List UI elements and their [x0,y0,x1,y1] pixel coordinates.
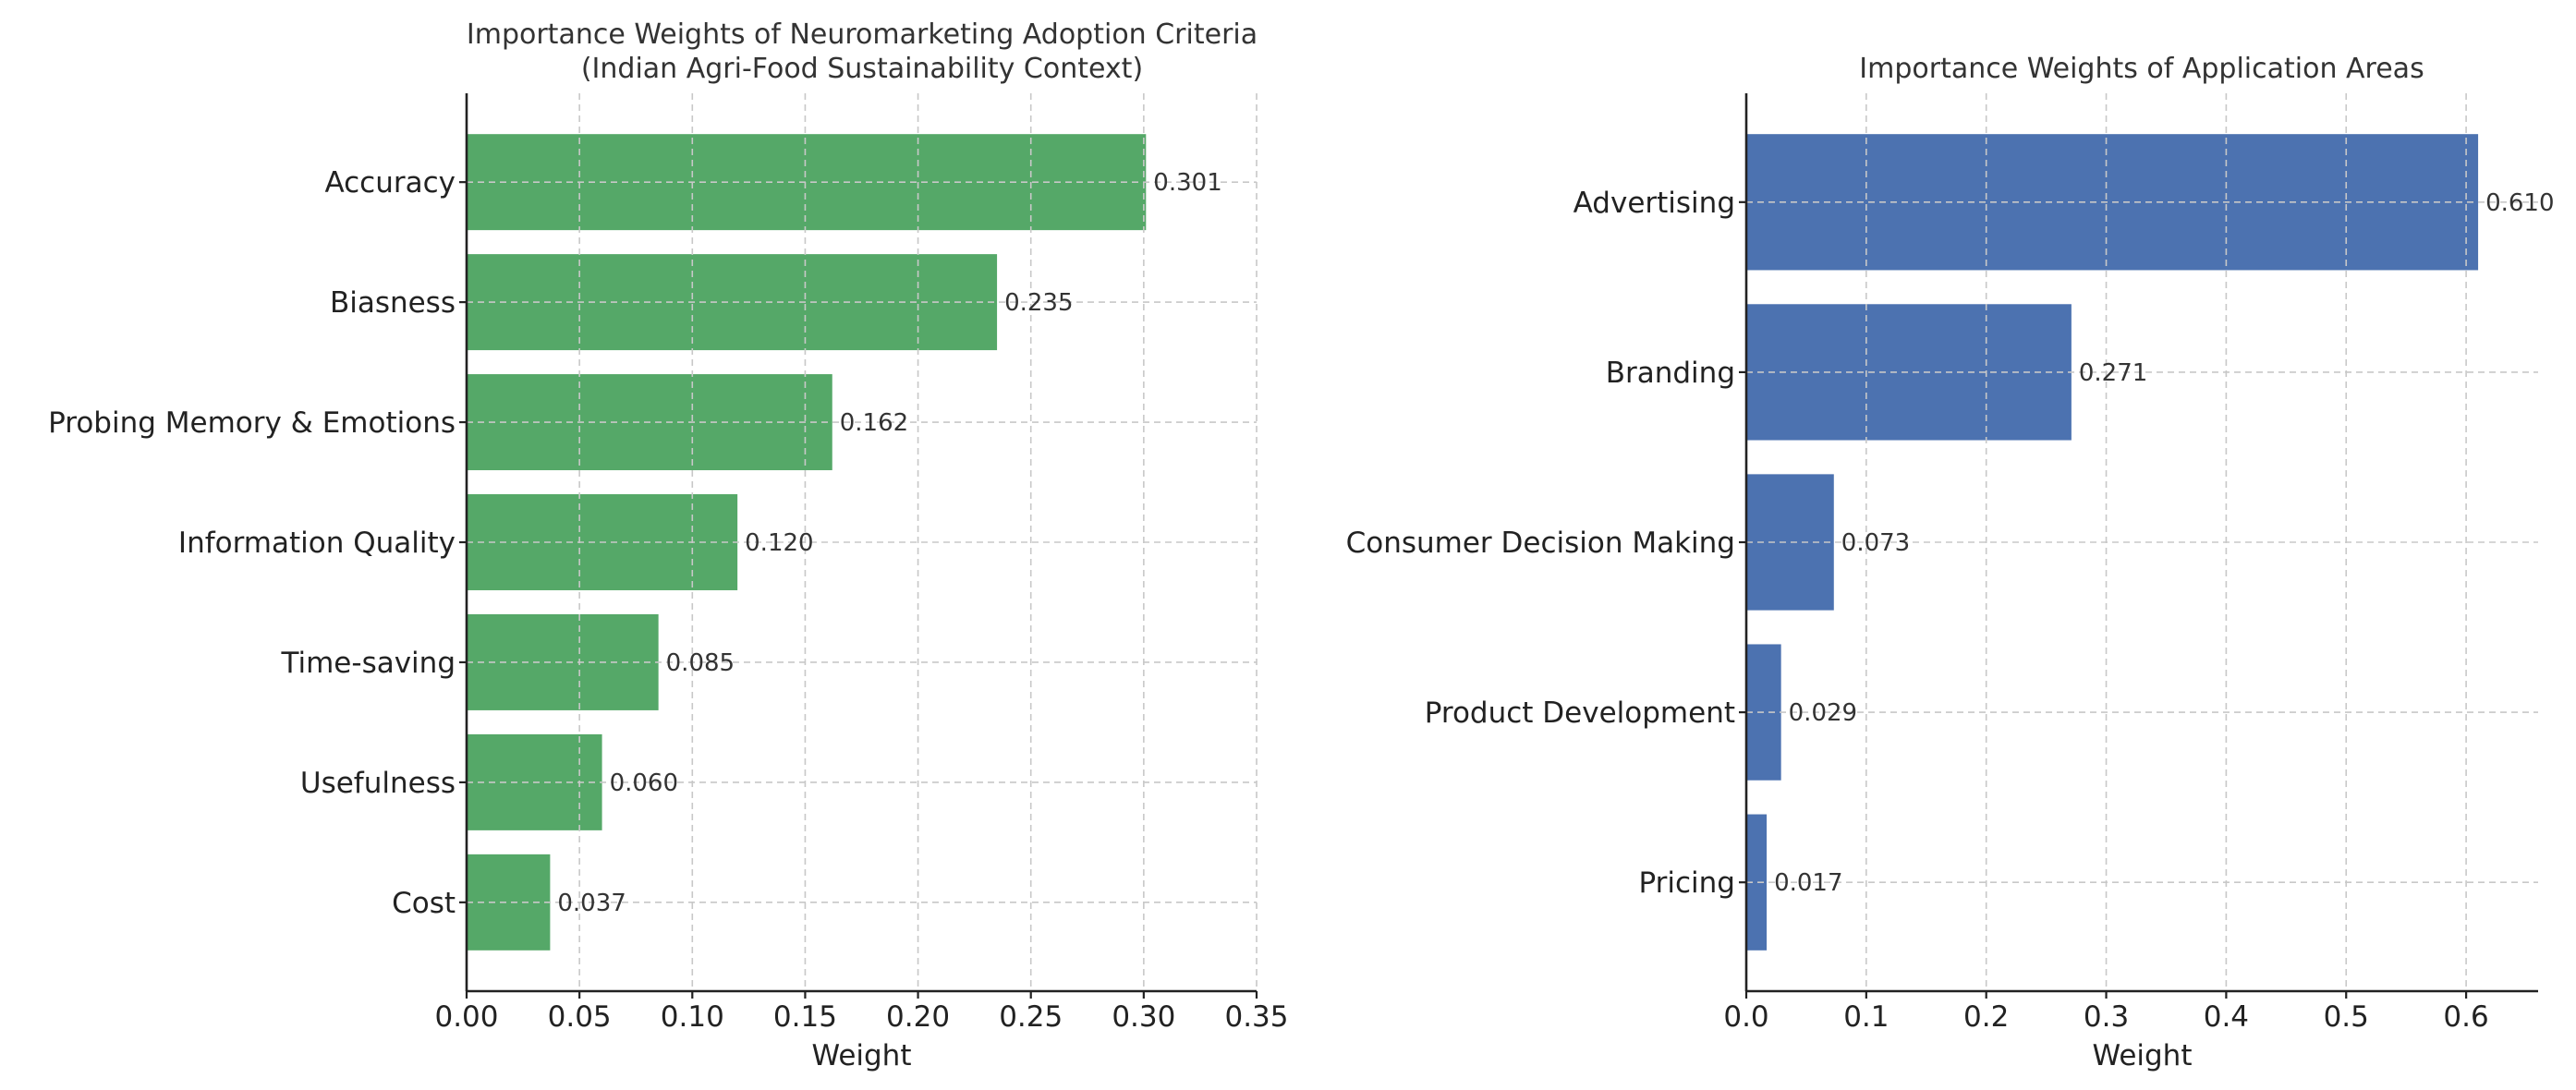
category-label: Information Quality [178,527,456,560]
category-label: Time-saving [281,647,456,680]
x-tick-label: 0.5 [2324,1000,2369,1034]
data-label: 0.073 [1841,529,1910,557]
data-label: 0.271 [2079,359,2147,387]
data-label: 0.029 [1789,699,1857,727]
data-label: 0.037 [557,890,626,917]
data-label: 0.017 [1774,869,1842,897]
data-label: 0.610 [2485,189,2554,217]
x-tick-label: 0.10 [661,1000,724,1034]
chart-panel-2: 0.0 0.1 0.2 0.3 0.4 0.5 0.6 Advertising Branding… [1346,53,2555,1072]
data-label: 0.235 [1004,289,1073,317]
x-tick-label: 0.35 [1224,1000,1288,1034]
x-axis-label: Weight [811,1039,911,1072]
category-label: Branding [1606,357,1735,390]
bar [1746,814,1768,951]
data-label: 0.120 [745,529,813,557]
x-tick-label: 0.15 [773,1000,837,1034]
category-label: Accuracy [324,166,456,200]
chart-title: Importance Weights of Application Areas [1859,53,2424,85]
x-tick-label: 0.0 [1723,1000,1768,1034]
x-tick-label: 0.4 [2204,1000,2249,1034]
chart-title: Importance Weights of Neuromarketing Ado… [467,18,1258,51]
data-label: 0.162 [840,409,908,437]
x-tick-label: 0.05 [548,1000,612,1034]
chart-panel-1: 0.00 0.05 0.10 0.15 0.20 0.25 0.30 0.35 Accuracy… [48,18,1288,1072]
bar [467,254,998,351]
category-label: Pricing [1639,866,1736,900]
data-label: 0.301 [1153,169,1221,197]
category-label: Usefulness [300,767,456,800]
bar [467,613,659,710]
category-label: Consumer Decision Making [1346,527,1735,560]
category-label: Cost [392,887,456,920]
x-tick-label: 0.25 [999,1000,1063,1034]
x-tick-label: 0.00 [434,1000,498,1034]
x-axis-label: Weight [2092,1039,2192,1072]
x-tick-label: 0.1 [1843,1000,1889,1034]
chart-title: (Indian Agri-Food Sustainability Context… [581,53,1143,85]
data-label: 0.085 [666,649,735,677]
category-label: Biasness [330,286,456,320]
category-label: Product Development [1425,696,1735,730]
category-label: Probing Memory & Emotions [48,406,456,440]
x-tick-label: 0.30 [1112,1000,1175,1034]
x-tick-label: 0.2 [1963,1000,2009,1034]
x-tick-label: 0.6 [2443,1000,2488,1034]
x-tick-label: 0.3 [2084,1000,2129,1034]
data-label: 0.060 [610,769,678,797]
category-label: Advertising [1574,187,1735,220]
x-tick-label: 0.20 [886,1000,950,1034]
